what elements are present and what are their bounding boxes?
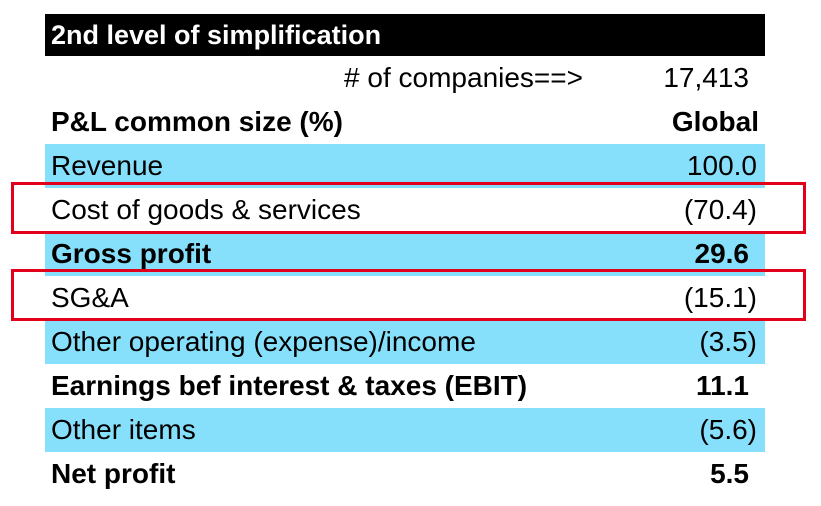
- row-label: Other items: [51, 414, 196, 445]
- row-value: 29.6: [694, 238, 750, 269]
- row-gross-profit: Gross profit 29.6: [45, 232, 765, 276]
- companies-count-row: # of companies==> 17,413: [45, 56, 765, 100]
- row-label: Revenue: [51, 150, 164, 181]
- sga-callout-box: [11, 269, 806, 321]
- row-revenue: Revenue 100.0: [45, 144, 765, 188]
- row-label: SG&A: [51, 282, 129, 313]
- row-label: Other operating (expense)/income: [51, 326, 476, 357]
- row-net-profit: Net profit 5.5: [45, 452, 765, 496]
- row-value: (5.6): [699, 414, 757, 445]
- global-column-header: Global: [671, 106, 759, 137]
- cost-of-goods-callout-box: [11, 182, 806, 234]
- row-label: Gross profit: [51, 238, 212, 269]
- companies-count-label: # of companies==>: [344, 62, 583, 93]
- row-other-items: Other items (5.6): [45, 408, 765, 452]
- row-ebit: Earnings bef interest & taxes (EBIT) 11.…: [45, 364, 765, 408]
- table-title: 2nd level of simplification: [45, 14, 765, 56]
- row-value: (70.4): [683, 194, 757, 225]
- row-cost-of-goods: Cost of goods & services (70.4): [45, 188, 765, 232]
- row-label: Earnings bef interest & taxes (EBIT): [51, 370, 528, 401]
- row-value: (15.1): [683, 282, 757, 313]
- row-other-operating: Other operating (expense)/income (3.5): [45, 320, 765, 364]
- table-header-label: P&L common size (%): [51, 106, 343, 137]
- row-value: 11.1: [696, 370, 749, 401]
- row-sga: SG&A (15.1): [45, 276, 765, 320]
- row-label: Cost of goods & services: [51, 194, 361, 225]
- column-header-row: P&L common size (%) Global: [45, 100, 765, 144]
- row-value: (3.5): [699, 326, 757, 357]
- companies-count-value: 17,413: [663, 62, 749, 93]
- row-value: 5.5: [710, 458, 749, 489]
- pl-table: 2nd level of simplification # of compani…: [45, 14, 765, 496]
- row-value: 100.0: [686, 150, 757, 181]
- row-label: Net profit: [51, 458, 176, 489]
